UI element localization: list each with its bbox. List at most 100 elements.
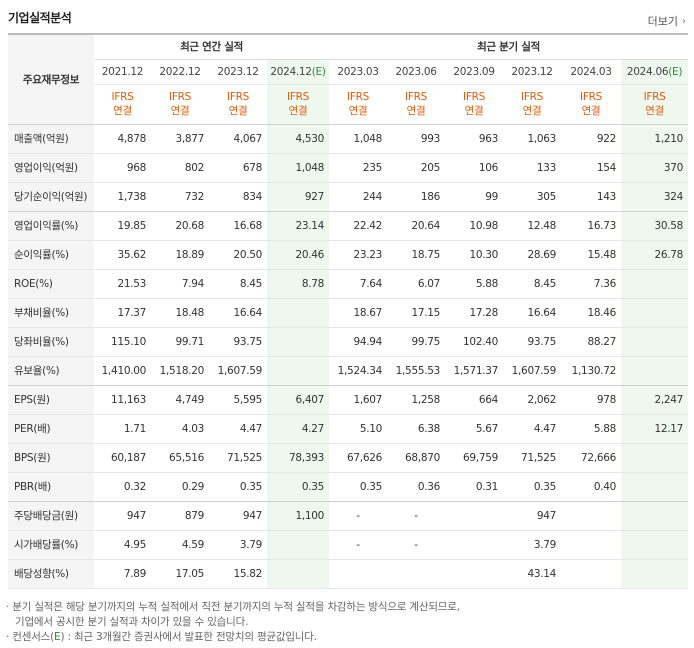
table-cell: 6.07 (417, 277, 440, 290)
table-cell (387, 559, 445, 588)
table-cell: 0.35 (359, 480, 382, 493)
table-cell: 732 (184, 190, 204, 203)
table-cell: 963 (478, 132, 498, 145)
table-cell (267, 559, 329, 588)
table-cell: 8.45 (239, 277, 262, 290)
table-cell (621, 269, 689, 298)
corner-label: 주요재무정보 (8, 34, 94, 124)
ifrs-basis-header: IFRS 연결 (387, 84, 445, 124)
table-cell: 7.36 (593, 277, 616, 290)
table-cell (267, 530, 329, 559)
table-cell (445, 501, 503, 530)
table-cell: 305 (536, 190, 556, 203)
consolidated-label: 연결 (522, 105, 542, 117)
table-cell: 20.46 (267, 240, 329, 269)
table-cell: 0.35 (239, 480, 262, 493)
table-cell: 324 (621, 182, 689, 211)
table-row: 영업이익(억원) 968 802 678 1,048 235 205 106 133 154 370 (8, 153, 689, 182)
table-cell: 4.03 (181, 422, 204, 435)
table-cell: 1,607.59 (217, 364, 263, 377)
table-cell: 947 (536, 509, 556, 522)
row-label: 당기순이익(억원) (8, 182, 94, 211)
consolidated-label: 연결 (113, 105, 132, 117)
table-cell: 7.94 (181, 277, 204, 290)
table-cell: 88.27 (587, 335, 616, 348)
table-cell (621, 327, 689, 356)
table-cell: 2,247 (621, 385, 689, 414)
table-row: PER(배) 1.71 4.03 4.47 4.27 5.10 6.38 5.67 4.47 5.… (8, 414, 689, 443)
table-cell: 3.79 (239, 538, 262, 551)
table-cell: 4.59 (181, 538, 204, 551)
table-cell: 20.64 (411, 219, 440, 232)
table-cell: 1,258 (411, 393, 440, 406)
more-link[interactable]: 더보기 › (648, 13, 686, 29)
table-cell: 12.17 (621, 414, 689, 443)
table-cell: 802 (184, 161, 204, 174)
consolidated-label: 연결 (581, 105, 601, 117)
table-cell: 11,163 (111, 393, 146, 406)
note-consensus-suffix: ) : 최근 3개월간 증권사에서 발표한 전망치의 평균값입니다. (60, 631, 317, 643)
period-header: 2021.12 (101, 65, 144, 78)
ifrs-basis-header: IFRS 연결 (561, 84, 621, 124)
period-header: 2024.12(E) (267, 59, 329, 84)
table-row: 배당성향(%) 7.89 17.05 15.82 43.14 (8, 559, 689, 588)
table-cell: 0.36 (417, 480, 440, 493)
table-cell: 23.23 (353, 248, 382, 261)
table-row: 매출액(억원) 4,878 3,877 4,067 4,530 1,048 993 963 1,… (8, 124, 689, 153)
table-cell: 678 (242, 161, 262, 174)
table-cell: 4,067 (233, 132, 262, 145)
consolidated-label: 연결 (406, 105, 426, 117)
table-row: 순이익률(%) 35.62 18.89 20.50 20.46 23.23 18.75 10.… (8, 240, 689, 269)
ifrs-label: IFRS (111, 91, 134, 103)
table-cell: 99.71 (175, 335, 204, 348)
section-title: 기업실적분석 (8, 11, 72, 25)
table-cell: 23.14 (267, 211, 329, 240)
table-cell: 17.15 (411, 306, 440, 319)
table-cell: 370 (621, 153, 689, 182)
ifrs-basis-header: IFRS 연결 (267, 84, 329, 124)
table-cell (621, 443, 689, 472)
table-cell: 99.75 (411, 335, 440, 348)
table-cell: 0.32 (123, 480, 146, 493)
table-cell: 26.78 (621, 240, 689, 269)
table-cell: 60,187 (111, 451, 146, 464)
table-cell: 0.35 (533, 480, 556, 493)
table-cell: 67,626 (347, 451, 382, 464)
row-label: PER(배) (8, 414, 94, 443)
table-cell: 35.62 (117, 248, 146, 261)
table-cell: 205 (420, 161, 440, 174)
table-cell: 3.79 (533, 538, 556, 551)
ifrs-basis-header: IFRS 연결 (621, 84, 689, 124)
table-cell (561, 559, 621, 588)
table-cell: 15.82 (233, 567, 262, 580)
row-label: 시가배당률(%) (8, 530, 94, 559)
note-quarter-calc: · 분기 실적은 해당 분기까지의 누적 실적에서 직전 분기까지의 누적 실적… (6, 601, 460, 613)
table-cell (621, 472, 689, 501)
more-label: 더보기 (647, 15, 678, 28)
table-cell: 1,738 (117, 190, 146, 203)
period-header: 2023.12 (511, 65, 553, 78)
table-row: 당좌비율(%) 115.10 99.71 93.75 94.94 99.75 102.40 9… (8, 327, 689, 356)
table-row: 부채비율(%) 17.37 18.48 16.64 18.67 17.15 17.28 16.… (8, 298, 689, 327)
table-row: BPS(원) 60,187 65,516 71,525 78,393 67,626 68,8… (8, 443, 689, 472)
table-cell: 69,759 (463, 451, 498, 464)
table-row: 유보율(%) 1,410.00 1,518.20 1,607.59 1,524.34 1,… (8, 356, 689, 385)
table-cell (445, 559, 503, 588)
table-cell: - (356, 538, 360, 551)
ifrs-label: IFRS (169, 91, 191, 103)
table-cell (621, 530, 689, 559)
table-cell: 20.68 (175, 219, 204, 232)
table-cell: 17.05 (175, 567, 204, 580)
table-row: EPS(원) 11,163 4,749 5,595 6,407 1,607 1,258 664… (8, 385, 689, 414)
table-cell: 93.75 (233, 335, 262, 348)
period-header: 2024.03 (570, 65, 612, 78)
table-cell: 12.48 (527, 219, 556, 232)
table-cell: 1,524.34 (337, 364, 383, 377)
table-cell: 7.89 (123, 567, 146, 580)
table-cell: 115.10 (111, 335, 146, 348)
note-consensus: · 컨센서스(E) : 최근 3개월간 증권사에서 발표한 전망치의 평균값입니… (6, 630, 460, 645)
table-cell: 78,393 (267, 443, 329, 472)
table-cell: 1,607 (353, 393, 382, 406)
table-cell: 10.30 (469, 248, 498, 261)
period-header: 2023.12 (217, 65, 259, 78)
